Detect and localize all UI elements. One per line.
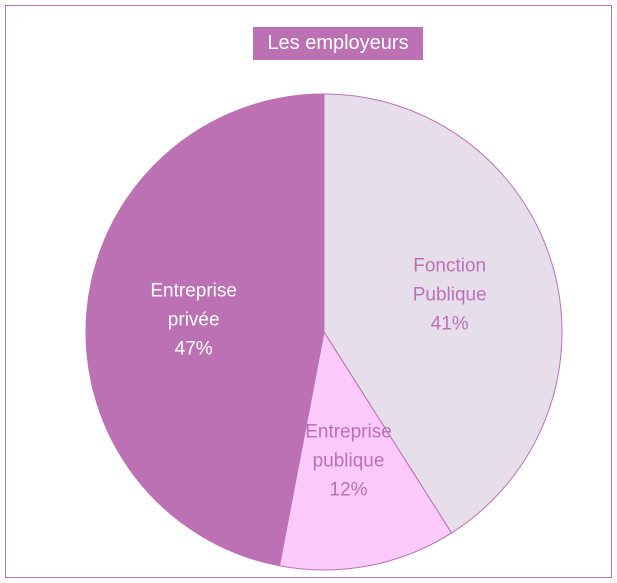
slice-category: Entreprise publique — [305, 421, 392, 472]
slice-value: 12% — [329, 479, 368, 501]
pie-slice — [85, 93, 325, 567]
pie-slice — [323, 93, 563, 534]
slice-value: 41% — [430, 313, 469, 335]
slice-category: Fonction Publique — [412, 255, 487, 306]
chart-title: Les employeurs — [253, 27, 423, 60]
pie-slice — [278, 330, 453, 571]
slice-label: Entreprise publique 12% — [284, 417, 414, 504]
slice-value: 47% — [174, 338, 213, 360]
frame — [5, 5, 612, 578]
slice-category: Entreprise privée — [150, 280, 237, 331]
slice-label: Entreprise privée 47% — [129, 276, 259, 363]
slice-label: Fonction Publique 41% — [385, 252, 515, 339]
